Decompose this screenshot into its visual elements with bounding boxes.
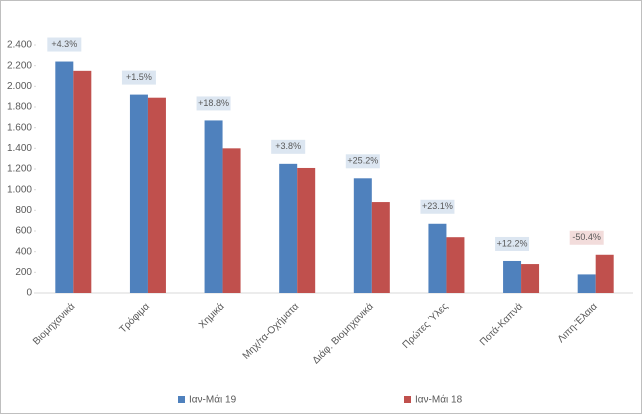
annotation: +3.8% [275,141,301,151]
y-tick-label: 2.000 [7,81,32,92]
bar [129,94,148,293]
y-tick-label: 0 [26,288,32,299]
annotation: +1.5% [126,72,152,82]
y-tick-label: 1.200 [7,164,32,175]
bar [428,223,447,293]
bar [73,70,92,293]
annotation: +4.3% [51,39,77,49]
bar [446,237,465,293]
y-tick-label: 800 [15,205,32,216]
y-tick-label: 600 [15,226,32,237]
legend-swatch [404,396,411,403]
bar [595,254,614,293]
annotation-box [121,70,156,85]
bar [297,167,316,293]
legend-swatch [178,396,185,403]
annotation-box [345,154,380,169]
legend-label: Ιαν-Μάι 18 [415,394,463,406]
annotation: +25.2% [347,156,378,166]
y-tick-label: 2.400 [7,40,32,51]
annotation-box [196,96,231,111]
annotation: +12.2% [497,238,528,248]
bar [577,274,596,293]
legend-label: Ιαν-Μάι 19 [189,394,237,406]
bar [204,120,223,293]
bar [371,202,390,293]
y-tick-label: 1.000 [7,184,32,195]
bar [279,163,298,293]
y-tick-label: 1.400 [7,143,32,154]
y-tick-label: 2.200 [7,60,32,71]
annotation: +23.1% [422,201,453,211]
bar [503,260,522,293]
bar [147,97,166,293]
annotation-box [271,139,306,154]
annotation: -50.4% [572,232,601,242]
bar [353,178,372,293]
y-tick-label: 1.600 [7,122,32,133]
bar [55,61,74,294]
y-tick-label: 400 [15,246,32,257]
annotation-box [420,199,455,214]
bar [222,148,241,293]
annotation-box [47,37,82,52]
annotation-box [569,230,604,245]
annotation-box [495,236,530,251]
bar [521,264,540,293]
annotation: +18.8% [198,98,229,108]
y-tick-label: 1.800 [7,102,32,113]
y-tick-label: 200 [15,267,32,278]
